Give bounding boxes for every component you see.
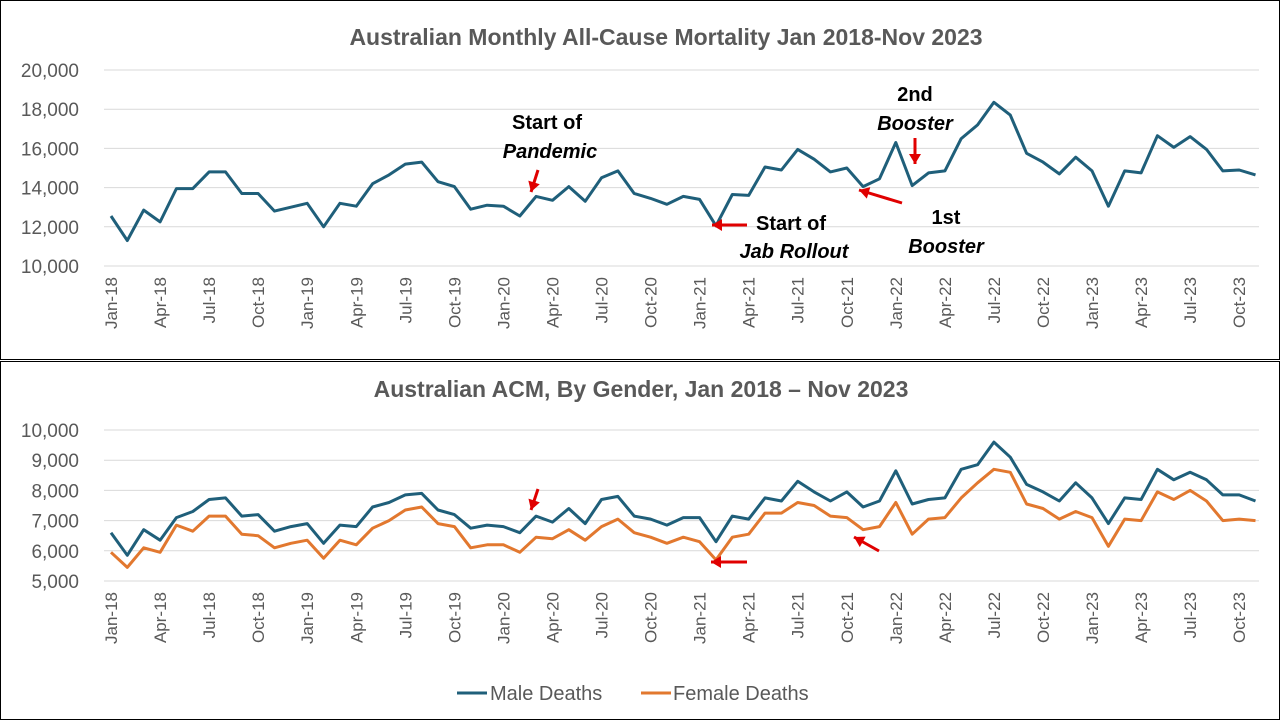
annotation-pandemic-line2: Pandemic: [503, 141, 597, 163]
x-tick-label: Apr-21: [740, 277, 759, 328]
x-tick-label: Oct-22: [1034, 277, 1053, 328]
second-booster-arrow-head: [909, 154, 921, 164]
x-tick-label: Jan-22: [887, 277, 906, 329]
y-tick-label: 7,000: [31, 512, 79, 533]
male-deaths-line: [109, 440, 1257, 557]
total-mortality-chart: Australian Monthly All-Cause Mortality J…: [21, 24, 1259, 329]
x-tick-label: Jan-20: [494, 592, 513, 644]
y-tick-label: 12,000: [21, 218, 79, 239]
annotation-pandemic-line1: Start of: [512, 112, 582, 134]
x-tick-label: Oct-19: [445, 277, 464, 328]
male-deaths-line: [109, 100, 1256, 242]
x-tick-label: Apr-19: [347, 592, 366, 643]
x-tick-label: Jul-21: [789, 277, 808, 323]
y-tick-label: 10,000: [21, 257, 79, 278]
annotation-2nd-booster-line2: Booster: [877, 113, 954, 135]
mortality-panel: Australian Monthly All-Cause Mortality J…: [0, 0, 1280, 360]
jab-rollout-arrow-head: [711, 556, 721, 568]
annotation-jab-rollout-line2: Jab Rollout: [740, 241, 850, 263]
annotation-1st-booster-line1: 1st: [932, 207, 961, 229]
x-tick-label: Apr-21: [740, 592, 759, 643]
x-tick-label: Jul-22: [985, 277, 1004, 323]
x-tick-label: Apr-18: [151, 277, 170, 328]
annotation-1st-booster-line2: Booster: [908, 236, 985, 258]
x-tick-label: Apr-18: [151, 592, 170, 643]
legend: Male Deaths Female Deaths: [457, 683, 809, 705]
x-tick-label: Apr-23: [1132, 277, 1151, 328]
x-tick-label: Oct-21: [838, 592, 857, 643]
x-tick-label: Jul-23: [1181, 277, 1200, 323]
y-axis-ticks: 5,000 6,000 7,000 8,000 9,000 10,000: [21, 421, 79, 593]
gender-mortality-chart: Australian ACM, By Gender, Jan 2018 – No…: [21, 376, 1259, 705]
annotation-arrows: [528, 138, 921, 231]
jab-rollout-arrow-head: [712, 219, 722, 231]
x-tick-label: Oct-19: [445, 592, 464, 643]
x-tick-label: Oct-18: [249, 592, 268, 643]
x-tick-label: Jan-21: [691, 277, 710, 329]
y-tick-label: 9,000: [31, 451, 79, 472]
x-tick-label: Jan-21: [691, 592, 710, 644]
x-tick-label: Apr-22: [936, 277, 955, 328]
x-tick-label: Jan-23: [1083, 277, 1102, 329]
y-tick-label: 6,000: [31, 542, 79, 563]
x-tick-label: Jan-19: [298, 592, 317, 644]
x-tick-label: Jul-20: [593, 277, 612, 323]
x-tick-label: Oct-18: [249, 277, 268, 328]
x-tick-label: Jan-23: [1083, 592, 1102, 644]
chart-title: Australian ACM, By Gender, Jan 2018 – No…: [374, 376, 909, 402]
y-tick-label: 16,000: [21, 139, 79, 160]
annotation-jab-rollout-line1: Start of: [756, 213, 826, 235]
x-tick-label: Jul-18: [200, 277, 219, 323]
first-booster-arrow-head: [859, 187, 871, 199]
x-tick-label: Oct-21: [838, 277, 857, 328]
y-axis-ticks: 10,000 12,000 14,000 16,000 18,000 20,000: [21, 61, 79, 278]
x-tick-label: Apr-23: [1132, 592, 1151, 643]
x-tick-label: Jan-18: [102, 277, 121, 329]
x-tick-label: Apr-20: [543, 592, 562, 643]
legend-female-label: Female Deaths: [673, 683, 809, 705]
gender-mortality-panel: Australian ACM, By Gender, Jan 2018 – No…: [0, 361, 1280, 720]
gridlines: [104, 69, 1259, 267]
y-tick-label: 20,000: [21, 61, 79, 82]
x-tick-label: Jul-23: [1181, 592, 1200, 638]
x-tick-label: Jul-21: [789, 592, 808, 638]
x-axis-ticks: Jan-18 Apr-18 Jul-18 Oct-18 Jan-19 Apr-19 Jul-…: [102, 592, 1249, 644]
x-tick-label: Oct-22: [1034, 592, 1053, 643]
x-tick-label: Oct-23: [1230, 277, 1249, 328]
x-tick-label: Jan-18: [102, 592, 121, 644]
x-tick-label: Jan-20: [494, 277, 513, 329]
x-tick-label: Apr-22: [936, 592, 955, 643]
x-tick-label: Jul-19: [396, 592, 415, 638]
x-tick-label: Apr-19: [347, 277, 366, 328]
chart-title: Australian Monthly All-Cause Mortality J…: [349, 24, 982, 50]
y-tick-label: 8,000: [31, 481, 79, 502]
x-tick-label: Oct-23: [1230, 592, 1249, 643]
y-tick-label: 18,000: [21, 100, 79, 121]
x-tick-label: Jul-22: [985, 592, 1004, 638]
x-tick-label: Oct-20: [642, 592, 661, 643]
x-tick-label: Jul-18: [200, 592, 219, 638]
annotations: Start of Pandemic Start of Jab Rollout 2…: [503, 84, 985, 263]
x-tick-label: Jan-22: [887, 592, 906, 644]
y-tick-label: 10,000: [21, 421, 79, 442]
x-tick-label: Jul-19: [396, 277, 415, 323]
first-booster-arrow-head: [854, 536, 866, 548]
x-tick-label: Jul-20: [593, 592, 612, 638]
pandemic-arrow-head: [528, 498, 540, 510]
x-tick-label: Oct-20: [642, 277, 661, 328]
legend-male-label: Male Deaths: [490, 683, 602, 705]
y-tick-label: 5,000: [31, 572, 79, 593]
x-tick-label: Apr-20: [543, 277, 562, 328]
annotation-2nd-booster-line1: 2nd: [897, 84, 933, 106]
series-lines: [109, 440, 1257, 569]
series-lines: [109, 100, 1256, 242]
annotation-arrows: [528, 488, 880, 568]
pandemic-arrow-head: [528, 180, 540, 192]
gridlines: [104, 429, 1259, 582]
female-deaths-line: [109, 467, 1256, 569]
x-axis-ticks: Jan-18 Apr-18 Jul-18 Oct-18 Jan-19 Apr-19 Jul-…: [102, 277, 1249, 329]
y-tick-label: 14,000: [21, 179, 79, 200]
x-tick-label: Jan-19: [298, 277, 317, 329]
